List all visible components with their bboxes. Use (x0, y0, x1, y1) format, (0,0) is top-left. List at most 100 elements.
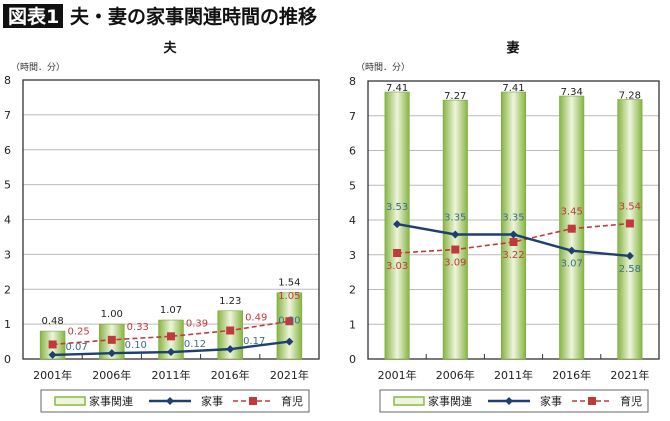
y-tick-label: 5 (4, 179, 11, 192)
legend-marker-ikuji (588, 397, 596, 405)
kaji-data-label: 0.17 (243, 336, 265, 347)
legend-label: 家事 (540, 394, 562, 408)
kaji-data-label: 3.35 (444, 212, 466, 223)
y-axis-unit-label: （時間．分） (356, 62, 410, 73)
y-tick-label: 8 (349, 75, 356, 88)
marker-kaji (567, 246, 576, 255)
marker-ikuji (167, 332, 175, 341)
bar-kaji-kanren (276, 292, 303, 360)
chart-title: 妻 (506, 40, 519, 56)
x-tick-label: 2006年 (92, 368, 131, 382)
kaji-data-label: 3.53 (386, 202, 408, 213)
ikuji-data-label: 3.22 (502, 250, 524, 261)
bar-data-label: 7.28 (619, 91, 641, 102)
marker-ikuji (625, 219, 634, 228)
chart-wife: 妻 （時間．分） 0 1 2 3 4 5 6 7 8 2001年 2006年 2011年 2016年 2021… (349, 40, 660, 413)
x-tick-label: 2001年 (33, 368, 72, 382)
kaji-data-label: 0.30 (278, 316, 300, 327)
y-tick-label: 8 (4, 74, 11, 87)
ikuji-data-label: 1.05 (278, 291, 300, 302)
legend-label: 育児 (620, 394, 642, 408)
y-axis-unit-label: （時間．分） (11, 62, 65, 73)
ikuji-data-label: 0.25 (67, 326, 89, 337)
bar-data-label: 1.07 (160, 305, 182, 316)
ikuji-data-label: 3.54 (619, 201, 641, 212)
legend-label: 育児 (281, 394, 303, 408)
marker-ikuji (285, 317, 294, 326)
y-tick-label: 6 (349, 145, 356, 158)
x-tick-label: 2021年 (270, 368, 309, 382)
marker-ikuji (226, 326, 235, 335)
bar-data-label: 1.54 (278, 278, 300, 289)
y-tick-label: 0 (349, 353, 356, 366)
bar-kaji-kanren (500, 91, 527, 360)
legend-label: 家事関連 (428, 394, 472, 408)
marker-kaji (451, 230, 460, 239)
marker-ikuji (393, 249, 402, 258)
ikuji-data-label: 0.39 (186, 318, 208, 329)
bar-data-label: 7.41 (502, 83, 524, 94)
x-tick-label: 2006年 (436, 368, 475, 382)
x-tick-label: 2001年 (378, 368, 417, 382)
marker-kaji (285, 337, 294, 346)
y-tick-label: 1 (349, 318, 356, 331)
ikuji-data-label: 3.09 (444, 258, 466, 269)
y-tick-label: 4 (4, 214, 11, 227)
bar-kaji-kanren (442, 99, 468, 360)
x-tick-label: 2011年 (494, 368, 533, 382)
x-tick-label: 2016年 (211, 368, 250, 382)
marker-kaji (393, 220, 402, 229)
legend-label: 家事関連 (89, 394, 133, 408)
figure-title: 夫・妻の家事関連時間の推移 (70, 5, 317, 28)
marker-ikuji (451, 245, 460, 254)
ikuji-data-label: 0.49 (245, 313, 267, 324)
ikuji-data-label: 3.03 (386, 261, 408, 272)
kaji-data-label: 0.12 (184, 339, 206, 350)
kaji-data-label: 0.10 (125, 340, 147, 351)
marker-kaji (48, 350, 57, 359)
y-tick-label: 1 (4, 318, 11, 331)
y-tick-label: 3 (349, 249, 356, 262)
marker-ikuji (48, 340, 57, 349)
marker-kaji (509, 230, 518, 239)
y-tick-label: 3 (4, 248, 11, 261)
x-tick-label: 2021年 (610, 368, 649, 382)
legend-marker-kaji (505, 397, 513, 405)
marker-kaji (625, 251, 634, 260)
legend-label: 家事 (201, 394, 223, 408)
chart-title: 夫 (163, 40, 177, 56)
marker-kaji (167, 348, 175, 357)
bar-data-label: 7.27 (444, 91, 466, 102)
figure-badge: 図表1 (8, 5, 59, 28)
x-tick-label: 2011年 (152, 368, 191, 382)
kaji-data-label: 0.07 (65, 342, 87, 353)
y-tick-label: 7 (4, 109, 11, 122)
marker-ikuji (567, 224, 576, 233)
y-tick-label: 2 (349, 284, 356, 297)
ikuji-data-label: 0.33 (127, 322, 149, 333)
chart-husband: 夫 （時間．分） 0 1 2 3 4 5 6 7 8 2001年 2006年 2011年 2016年 2021… (4, 40, 320, 413)
marker-kaji (226, 345, 235, 354)
bar-kaji-kanren (617, 99, 643, 360)
kaji-data-label: 3.07 (561, 259, 583, 270)
ikuji-data-label: 3.45 (561, 207, 583, 218)
x-tick-label: 2016年 (552, 368, 591, 382)
y-tick-label: 6 (4, 144, 11, 157)
marker-ikuji (509, 237, 518, 246)
kaji-data-label: 3.35 (502, 212, 524, 223)
marker-kaji (107, 349, 116, 358)
y-tick-label: 4 (349, 214, 356, 227)
y-tick-label: 2 (4, 283, 11, 296)
kaji-data-label: 2.58 (619, 264, 641, 275)
bar-data-label: 1.00 (101, 309, 123, 320)
bar-data-label: 1.23 (219, 296, 241, 307)
y-tick-label: 5 (349, 179, 356, 192)
legend-swatch-bar (393, 396, 425, 406)
legend-marker-kaji (166, 397, 174, 405)
bar-data-label: 0.48 (41, 316, 63, 327)
bar-data-label: 7.34 (561, 87, 583, 98)
y-tick-label: 7 (349, 110, 356, 123)
marker-ikuji (107, 335, 116, 344)
legend-marker-ikuji (249, 397, 257, 405)
